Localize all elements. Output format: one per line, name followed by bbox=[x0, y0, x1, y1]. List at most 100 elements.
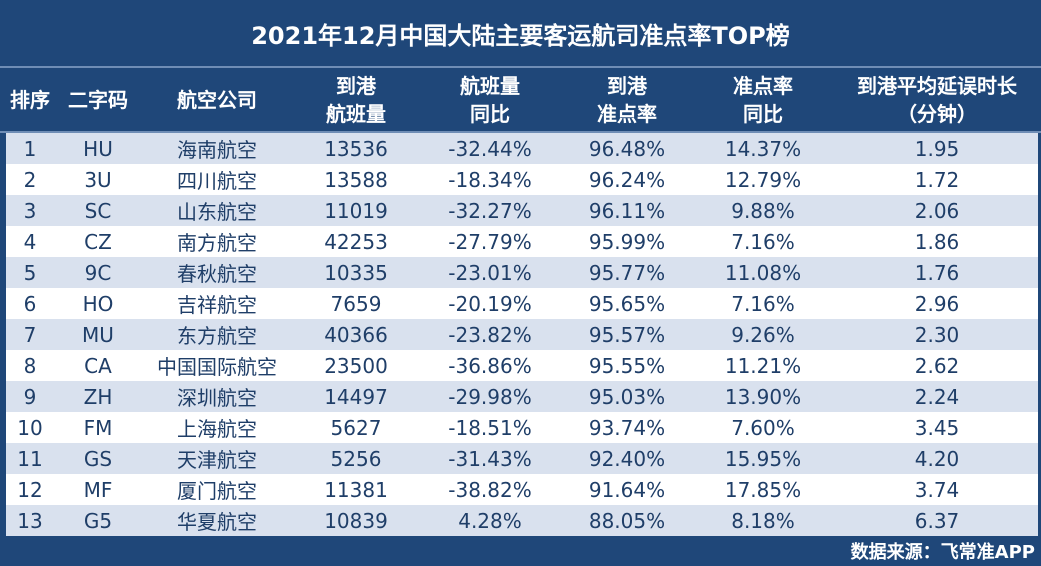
table-cell: G5 bbox=[83, 508, 113, 533]
table-cell: -29.98% bbox=[448, 384, 532, 409]
table-cell: 9 bbox=[23, 384, 37, 409]
column-header: 准点率 同比 bbox=[733, 73, 793, 126]
table-cell: 春秋航空 bbox=[177, 262, 257, 286]
table-cell: HU bbox=[83, 136, 113, 161]
table-cell: 4 bbox=[23, 229, 37, 254]
table-cell: 5627 bbox=[330, 415, 382, 440]
table-row: 13 G5 华夏航空 10839 4.28% 88.05% 8.18% 6.37 bbox=[6, 505, 1038, 536]
table-cell: 1.95 bbox=[914, 136, 960, 161]
table-cell: CZ bbox=[84, 229, 112, 254]
table-cell: 2.06 bbox=[914, 198, 960, 223]
table-title: 2021年12月中国大陆主要客运航司准点率TOP榜 bbox=[251, 21, 790, 50]
column-header: 到港 准点率 bbox=[597, 73, 657, 126]
table-cell: 92.40% bbox=[588, 446, 666, 471]
table-header: 排序 二字码 航空公司 到港 航班量 航班量 同比 到港 准点率 准点率 同比 到港平均延误时… bbox=[0, 66, 1041, 133]
table-row: 9 ZH 深圳航空 14497 -29.98% 95.03% 13.90% 2.24 bbox=[6, 381, 1038, 412]
table-cell: 3 bbox=[23, 198, 37, 223]
table-cell: MU bbox=[82, 322, 114, 347]
table-cell: 95.03% bbox=[588, 384, 666, 409]
table-cell: 7 bbox=[23, 322, 37, 347]
table-cell: 7.60% bbox=[731, 415, 795, 440]
table-cell: ZH bbox=[83, 384, 113, 409]
table-cell: 11019 bbox=[324, 198, 388, 223]
table-cell: 1.76 bbox=[914, 260, 960, 285]
table-cell: 12.79% bbox=[724, 167, 802, 192]
table-cell: -32.44% bbox=[448, 136, 532, 161]
table-cell: -38.82% bbox=[448, 477, 532, 502]
table-cell: 9.26% bbox=[731, 322, 795, 347]
table-row: 10 FM 上海航空 5627 -18.51% 93.74% 7.60% 3.45 bbox=[6, 412, 1038, 443]
table-cell: 5256 bbox=[330, 446, 382, 471]
table-cell: 7.16% bbox=[731, 291, 795, 316]
table-cell: 6 bbox=[23, 291, 37, 316]
table-cell: 7659 bbox=[330, 291, 382, 316]
table-cell: 11.08% bbox=[724, 260, 802, 285]
table-row: 4 CZ 南方航空 42253 -27.79% 95.99% 7.16% 1.86 bbox=[6, 226, 1038, 257]
table-cell: 11381 bbox=[324, 477, 388, 502]
table-cell: 10839 bbox=[324, 508, 388, 533]
table-cell: 1.86 bbox=[914, 229, 960, 254]
table-cell: -32.27% bbox=[448, 198, 532, 223]
table-cell: 95.57% bbox=[588, 322, 666, 347]
column-header: 航空公司 bbox=[177, 87, 257, 112]
table-cell: 3.74 bbox=[914, 477, 960, 502]
table-cell: 华夏航空 bbox=[177, 510, 257, 534]
table-cell: -36.86% bbox=[448, 353, 532, 378]
table-cell: 93.74% bbox=[588, 415, 666, 440]
column-header: 二字码 bbox=[68, 87, 128, 112]
table-cell: CA bbox=[84, 353, 112, 378]
table-cell: 2 bbox=[23, 167, 37, 192]
table-cell: 95.77% bbox=[588, 260, 666, 285]
table-cell: 11.21% bbox=[724, 353, 802, 378]
table-cell: 14.37% bbox=[724, 136, 802, 161]
table-row: 3 SC 山东航空 11019 -32.27% 96.11% 9.88% 2.06 bbox=[6, 195, 1038, 226]
table-cell: 1 bbox=[23, 136, 37, 161]
column-header: 到港平均延误时长 （分钟） bbox=[857, 73, 1017, 126]
table-cell: 南方航空 bbox=[177, 231, 257, 255]
column-header: 航班量 同比 bbox=[460, 73, 520, 126]
table-cell: 17.85% bbox=[724, 477, 802, 502]
column-header: 到港 航班量 bbox=[326, 73, 386, 126]
table-cell: 96.24% bbox=[588, 167, 666, 192]
table-cell: 42253 bbox=[324, 229, 388, 254]
table-cell: 95.55% bbox=[588, 353, 666, 378]
table-cell: 3.45 bbox=[914, 415, 960, 440]
table-cell: 2.96 bbox=[914, 291, 960, 316]
table-row: 6 HO 吉祥航空 7659 -20.19% 95.65% 7.16% 2.96 bbox=[6, 288, 1038, 319]
table-cell: 海南航空 bbox=[177, 138, 257, 162]
table-row: 7 MU 东方航空 40366 -23.82% 95.57% 9.26% 2.30 bbox=[6, 319, 1038, 350]
table-cell: 山东航空 bbox=[177, 200, 257, 224]
table-cell: 6.37 bbox=[914, 508, 960, 533]
table-cell: 91.64% bbox=[588, 477, 666, 502]
table-cell: 9C bbox=[84, 260, 112, 285]
table-cell: 9.88% bbox=[731, 198, 795, 223]
table-cell: 23500 bbox=[324, 353, 388, 378]
table-body: 1 HU 海南航空 13536 -32.44% 96.48% 14.37% 1.95 2 3U 四川… bbox=[6, 133, 1038, 536]
table-cell: GS bbox=[83, 446, 113, 471]
table-cell: 4.20 bbox=[914, 446, 960, 471]
table-cell: 12 bbox=[17, 477, 43, 502]
table-cell: 15.95% bbox=[724, 446, 802, 471]
table-cell: SC bbox=[84, 198, 112, 223]
table-row: 8 CA 中国国际航空 23500 -36.86% 95.55% 11.21% 2.62 bbox=[6, 350, 1038, 381]
table-cell: 2.62 bbox=[914, 353, 960, 378]
table-cell: 13588 bbox=[324, 167, 388, 192]
table-cell: -31.43% bbox=[448, 446, 532, 471]
data-source: 数据来源：飞常准APP bbox=[850, 542, 1035, 563]
table-cell: 4.28% bbox=[458, 508, 522, 533]
table-cell: 13.90% bbox=[724, 384, 802, 409]
table-cell: 深圳航空 bbox=[177, 386, 257, 410]
table-row: 5 9C 春秋航空 10335 -23.01% 95.77% 11.08% 1.76 bbox=[6, 257, 1038, 288]
table-cell: 东方航空 bbox=[177, 324, 257, 348]
table-row: 12 MF 厦门航空 11381 -38.82% 91.64% 17.85% 3.74 bbox=[6, 474, 1038, 505]
table-cell: 14497 bbox=[324, 384, 388, 409]
table-cell: 88.05% bbox=[588, 508, 666, 533]
table-cell: 11 bbox=[17, 446, 43, 471]
table-cell: 10 bbox=[17, 415, 43, 440]
table-cell: MF bbox=[83, 477, 113, 502]
table-row: 2 3U 四川航空 13588 -18.34% 96.24% 12.79% 1.72 bbox=[6, 164, 1038, 195]
table-cell: 四川航空 bbox=[177, 169, 257, 193]
table-cell: -23.01% bbox=[448, 260, 532, 285]
table-cell: 2.24 bbox=[914, 384, 960, 409]
